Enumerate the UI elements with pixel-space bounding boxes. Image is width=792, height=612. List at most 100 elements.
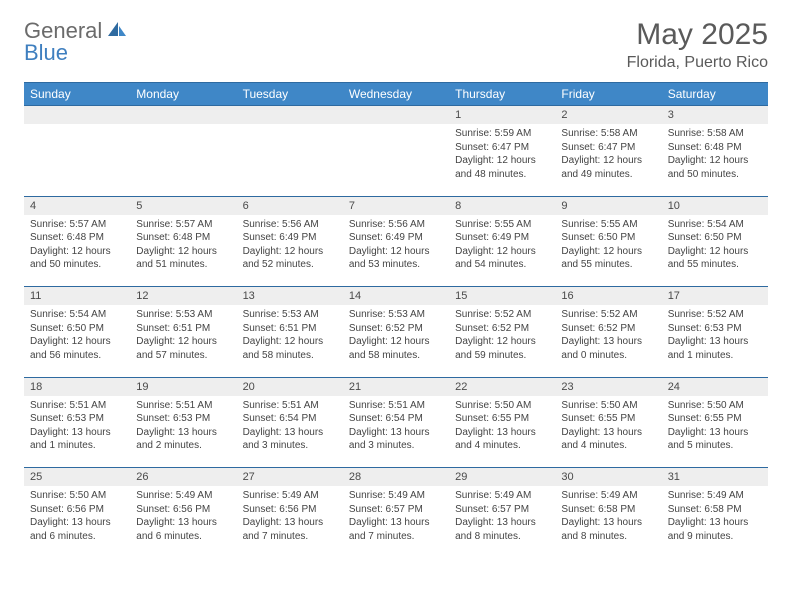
day-number-cell bbox=[343, 106, 449, 125]
day-details: Sunrise: 5:51 AMSunset: 6:54 PMDaylight:… bbox=[343, 396, 449, 459]
day-number-cell: 17 bbox=[662, 287, 768, 306]
day-details: Sunrise: 5:49 AMSunset: 6:58 PMDaylight:… bbox=[555, 486, 661, 549]
day-cell: Sunrise: 5:49 AMSunset: 6:57 PMDaylight:… bbox=[343, 486, 449, 558]
day-details: Sunrise: 5:52 AMSunset: 6:53 PMDaylight:… bbox=[662, 305, 768, 368]
day-details: Sunrise: 5:56 AMSunset: 6:49 PMDaylight:… bbox=[343, 215, 449, 278]
day-details: Sunrise: 5:49 AMSunset: 6:56 PMDaylight:… bbox=[237, 486, 343, 549]
day-number: 25 bbox=[24, 468, 130, 486]
weekday-header: Friday bbox=[555, 83, 661, 106]
day-number-cell bbox=[237, 106, 343, 125]
week-daynum-row: 11121314151617 bbox=[24, 287, 768, 306]
day-number: 27 bbox=[237, 468, 343, 486]
week-content-row: Sunrise: 5:59 AMSunset: 6:47 PMDaylight:… bbox=[24, 124, 768, 196]
day-cell: Sunrise: 5:53 AMSunset: 6:52 PMDaylight:… bbox=[343, 305, 449, 377]
weekday-header: Thursday bbox=[449, 83, 555, 106]
day-cell: Sunrise: 5:52 AMSunset: 6:53 PMDaylight:… bbox=[662, 305, 768, 377]
day-cell bbox=[24, 124, 130, 196]
day-details: Sunrise: 5:51 AMSunset: 6:53 PMDaylight:… bbox=[24, 396, 130, 459]
day-cell bbox=[130, 124, 236, 196]
day-details: Sunrise: 5:50 AMSunset: 6:55 PMDaylight:… bbox=[449, 396, 555, 459]
day-details: Sunrise: 5:49 AMSunset: 6:58 PMDaylight:… bbox=[662, 486, 768, 549]
day-details: Sunrise: 5:54 AMSunset: 6:50 PMDaylight:… bbox=[24, 305, 130, 368]
day-number-cell bbox=[24, 106, 130, 125]
day-number: 23 bbox=[555, 378, 661, 396]
day-number: 15 bbox=[449, 287, 555, 305]
week-content-row: Sunrise: 5:50 AMSunset: 6:56 PMDaylight:… bbox=[24, 486, 768, 558]
location: Florida, Puerto Rico bbox=[627, 54, 768, 72]
day-details: Sunrise: 5:59 AMSunset: 6:47 PMDaylight:… bbox=[449, 124, 555, 187]
day-number: 9 bbox=[555, 197, 661, 215]
day-details: Sunrise: 5:58 AMSunset: 6:48 PMDaylight:… bbox=[662, 124, 768, 187]
day-number: 3 bbox=[662, 106, 768, 124]
day-number-cell: 20 bbox=[237, 377, 343, 396]
day-cell: Sunrise: 5:57 AMSunset: 6:48 PMDaylight:… bbox=[130, 215, 236, 287]
day-cell: Sunrise: 5:49 AMSunset: 6:58 PMDaylight:… bbox=[555, 486, 661, 558]
day-number-cell: 9 bbox=[555, 196, 661, 215]
day-details: Sunrise: 5:53 AMSunset: 6:51 PMDaylight:… bbox=[130, 305, 236, 368]
day-cell: Sunrise: 5:50 AMSunset: 6:55 PMDaylight:… bbox=[449, 396, 555, 468]
month-title: May 2025 bbox=[627, 18, 768, 52]
day-details: Sunrise: 5:50 AMSunset: 6:56 PMDaylight:… bbox=[24, 486, 130, 549]
week-daynum-row: 18192021222324 bbox=[24, 377, 768, 396]
day-number-cell: 29 bbox=[449, 468, 555, 487]
day-number-cell: 16 bbox=[555, 287, 661, 306]
day-cell: Sunrise: 5:56 AMSunset: 6:49 PMDaylight:… bbox=[343, 215, 449, 287]
day-number: 29 bbox=[449, 468, 555, 486]
day-number-cell: 5 bbox=[130, 196, 236, 215]
weekday-header: Wednesday bbox=[343, 83, 449, 106]
day-cell: Sunrise: 5:55 AMSunset: 6:50 PMDaylight:… bbox=[555, 215, 661, 287]
day-number: 13 bbox=[237, 287, 343, 305]
day-number: 31 bbox=[662, 468, 768, 486]
day-cell: Sunrise: 5:53 AMSunset: 6:51 PMDaylight:… bbox=[130, 305, 236, 377]
day-cell: Sunrise: 5:50 AMSunset: 6:56 PMDaylight:… bbox=[24, 486, 130, 558]
day-details: Sunrise: 5:51 AMSunset: 6:54 PMDaylight:… bbox=[237, 396, 343, 459]
day-number-cell: 6 bbox=[237, 196, 343, 215]
day-cell: Sunrise: 5:49 AMSunset: 6:58 PMDaylight:… bbox=[662, 486, 768, 558]
day-number-cell: 31 bbox=[662, 468, 768, 487]
day-number-cell: 4 bbox=[24, 196, 130, 215]
week-daynum-row: 123 bbox=[24, 106, 768, 125]
week-content-row: Sunrise: 5:54 AMSunset: 6:50 PMDaylight:… bbox=[24, 305, 768, 377]
day-number-cell bbox=[130, 106, 236, 125]
day-number-cell: 11 bbox=[24, 287, 130, 306]
weekday-header: Tuesday bbox=[237, 83, 343, 106]
logo-word-blue: Blue bbox=[24, 40, 68, 65]
day-number-cell: 13 bbox=[237, 287, 343, 306]
day-details: Sunrise: 5:54 AMSunset: 6:50 PMDaylight:… bbox=[662, 215, 768, 278]
day-number: 4 bbox=[24, 197, 130, 215]
day-number: 18 bbox=[24, 378, 130, 396]
day-cell: Sunrise: 5:54 AMSunset: 6:50 PMDaylight:… bbox=[662, 215, 768, 287]
day-cell: Sunrise: 5:53 AMSunset: 6:51 PMDaylight:… bbox=[237, 305, 343, 377]
day-number-cell: 1 bbox=[449, 106, 555, 125]
day-details: Sunrise: 5:49 AMSunset: 6:56 PMDaylight:… bbox=[130, 486, 236, 549]
day-details: Sunrise: 5:49 AMSunset: 6:57 PMDaylight:… bbox=[343, 486, 449, 549]
day-number-cell: 10 bbox=[662, 196, 768, 215]
day-cell: Sunrise: 5:49 AMSunset: 6:57 PMDaylight:… bbox=[449, 486, 555, 558]
day-number-cell: 15 bbox=[449, 287, 555, 306]
day-cell: Sunrise: 5:54 AMSunset: 6:50 PMDaylight:… bbox=[24, 305, 130, 377]
day-number-cell: 12 bbox=[130, 287, 236, 306]
day-number-cell: 30 bbox=[555, 468, 661, 487]
day-number-cell: 28 bbox=[343, 468, 449, 487]
day-details: Sunrise: 5:55 AMSunset: 6:49 PMDaylight:… bbox=[449, 215, 555, 278]
day-number-cell: 19 bbox=[130, 377, 236, 396]
day-number-cell: 21 bbox=[343, 377, 449, 396]
day-details: Sunrise: 5:57 AMSunset: 6:48 PMDaylight:… bbox=[130, 215, 236, 278]
weekday-header: Sunday bbox=[24, 83, 130, 106]
week-daynum-row: 25262728293031 bbox=[24, 468, 768, 487]
day-number-cell: 24 bbox=[662, 377, 768, 396]
day-number-cell: 18 bbox=[24, 377, 130, 396]
day-number: 21 bbox=[343, 378, 449, 396]
day-number: 16 bbox=[555, 287, 661, 305]
day-details: Sunrise: 5:53 AMSunset: 6:51 PMDaylight:… bbox=[237, 305, 343, 368]
day-number-cell: 26 bbox=[130, 468, 236, 487]
week-content-row: Sunrise: 5:51 AMSunset: 6:53 PMDaylight:… bbox=[24, 396, 768, 468]
day-cell bbox=[237, 124, 343, 196]
day-cell: Sunrise: 5:51 AMSunset: 6:54 PMDaylight:… bbox=[343, 396, 449, 468]
day-number-cell: 3 bbox=[662, 106, 768, 125]
day-cell: Sunrise: 5:52 AMSunset: 6:52 PMDaylight:… bbox=[555, 305, 661, 377]
day-cell: Sunrise: 5:59 AMSunset: 6:47 PMDaylight:… bbox=[449, 124, 555, 196]
weekday-header-row: SundayMondayTuesdayWednesdayThursdayFrid… bbox=[24, 83, 768, 106]
day-number: 5 bbox=[130, 197, 236, 215]
day-number: 10 bbox=[662, 197, 768, 215]
